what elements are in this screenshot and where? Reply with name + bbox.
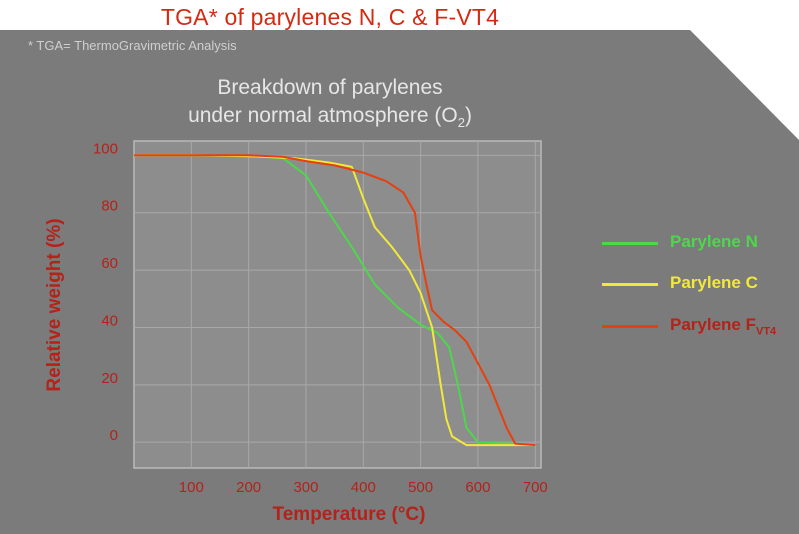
series-line-parylene-f xyxy=(134,154,536,447)
y-tick-label: 40 xyxy=(101,312,118,329)
x-axis-label: Temperature (°C) xyxy=(272,504,426,525)
x-tick-label: 400 xyxy=(351,479,376,496)
legend-swatch-parylene-f xyxy=(602,325,658,328)
plot-area xyxy=(133,140,542,469)
legend-label-parylene-f-text: Parylene F xyxy=(670,315,756,334)
chart-title-subscript: 2 xyxy=(457,115,465,131)
x-tick-label: 300 xyxy=(293,479,318,496)
x-tick-label: 600 xyxy=(465,479,490,496)
chart-title-line1: Breakdown of parylenes xyxy=(217,76,443,99)
series-lines xyxy=(134,154,536,447)
legend-label-parylene-n: Parylene N xyxy=(670,232,758,251)
chart-title: Breakdown of parylenes under normal atmo… xyxy=(100,74,560,137)
x-tick-label: 500 xyxy=(408,479,433,496)
legend-label-parylene-f-sub: VT4 xyxy=(756,325,777,338)
footnote: * TGA= ThermoGravimetric Analysis xyxy=(28,38,237,53)
y-tick-label: 0 xyxy=(110,427,118,444)
x-tick-label: 700 xyxy=(523,479,548,496)
legend-swatch-parylene-n xyxy=(602,242,658,245)
y-axis-label: Relative weight (%) xyxy=(44,218,65,392)
legend-label-parylene-c: Parylene C xyxy=(670,273,758,292)
tick-labels: 100 200 300 400 500 600 700 0 20 40 60 80 100 xyxy=(93,140,548,496)
y-tick-label: 80 xyxy=(101,198,118,215)
y-tick-label: 20 xyxy=(101,370,118,387)
x-tick-label: 100 xyxy=(179,479,204,496)
legend-label-parylene-f: Parylene FVT4 xyxy=(670,315,776,337)
y-tick-label: 100 xyxy=(93,140,118,157)
x-tick-label: 200 xyxy=(236,479,261,496)
chart-title-line2: under normal atmosphere (O2) xyxy=(100,102,560,137)
chart-title-line2-text: under normal atmosphere (O xyxy=(188,104,458,127)
legend-swatch-parylene-c xyxy=(602,283,658,286)
y-tick-label: 60 xyxy=(101,255,118,272)
chart-title-line2-end: ) xyxy=(464,104,472,127)
page-title: TGA* of parylenes N, C & F-VT4 xyxy=(160,4,500,30)
